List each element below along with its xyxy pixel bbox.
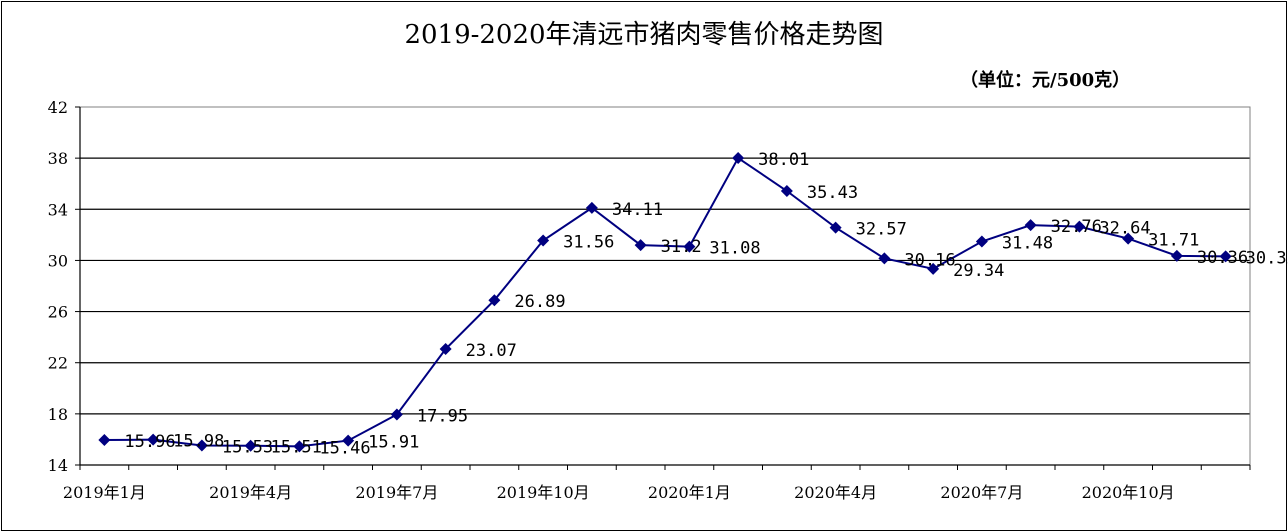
data-label: 35.43 [807,183,858,203]
data-point [683,240,696,253]
data-label: 32.57 [856,220,907,240]
y-tick-label: 18 [48,405,68,424]
data-point [732,152,745,165]
data-point [829,221,842,234]
data-point [1219,250,1232,263]
data-point [780,185,793,198]
data-label: 30.32 [1246,248,1288,268]
data-label: 15.96 [124,432,175,452]
x-tick-label: 2020年1月 [648,483,731,502]
data-point [537,234,550,247]
x-tick-label: 2019年10月 [497,483,590,502]
data-label: 31.56 [563,232,614,252]
x-tick-label: 2020年4月 [794,483,877,502]
x-tick-label: 2020年10月 [1082,483,1175,502]
data-point [1073,220,1086,233]
data-point [1170,249,1183,262]
data-point [342,434,355,447]
data-point [1122,232,1135,245]
data-point [975,235,988,248]
y-tick-label: 42 [48,98,68,117]
data-point [634,239,647,252]
data-point [439,343,452,356]
data-label: 15.98 [173,432,224,452]
data-label: 26.89 [514,292,565,312]
data-label: 15.53 [222,437,273,457]
unit-label: （单位：元/500克） [960,70,1131,91]
y-tick-label: 22 [48,354,68,373]
plot-area [79,106,1251,466]
data-point [878,252,891,265]
data-point [1024,219,1037,232]
data-point [195,439,208,452]
chart-title: 2019-2020年清远市猪肉零售价格走势图 [404,20,884,50]
data-point [147,433,160,446]
data-point [390,408,403,421]
data-point [488,294,501,307]
x-tick-label: 2019年7月 [355,483,438,502]
y-tick-label: 38 [48,149,68,168]
data-label: 29.34 [953,261,1004,281]
data-label: 38.01 [758,150,809,170]
series-price [98,152,1232,453]
data-point [293,440,306,453]
data-label: 15.51 [271,438,322,458]
data-point [927,262,940,275]
data-label: 31.48 [1002,234,1053,254]
x-tick-label: 2020年7月 [940,483,1023,502]
data-label: 31.2 [661,237,702,257]
data-label: 30.16 [904,250,955,270]
data-point [244,439,257,452]
y-tick-label: 26 [48,303,68,322]
data-label: 30.36 [1197,248,1248,268]
series-line [104,156,1226,448]
data-label: 15.91 [368,433,419,453]
data-label: 31.71 [1148,231,1199,251]
gridlines [80,157,1250,415]
x-tick-label: 2019年1月 [63,483,146,502]
y-tick-label: 14 [48,456,68,475]
data-point [98,433,111,446]
data-label: 32.64 [1099,219,1150,239]
axes: 14 18 22 26 30 34 38 42 2019年1月 2019年4月 2019年7月 201… [48,98,1251,502]
y-tick-label: 34 [48,200,68,219]
data-label: 23.07 [466,341,517,361]
x-tick-label: 2019年4月 [209,483,292,502]
y-tick-label: 30 [48,251,68,270]
data-label: 34.11 [612,200,663,220]
data-label: 15.46 [319,438,370,458]
data-label: 31.08 [709,239,760,259]
data-label: 17.95 [417,406,468,426]
data-point [585,201,598,214]
data-label: 32.76 [1051,217,1102,237]
